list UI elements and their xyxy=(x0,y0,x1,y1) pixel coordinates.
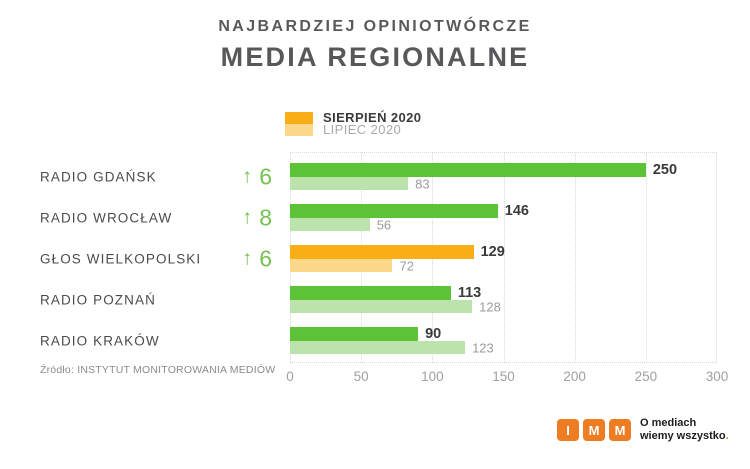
bar-value-august: 146 xyxy=(504,203,529,219)
x-tick-label: 200 xyxy=(563,369,586,384)
chart-row: RADIO GDAŃSK ↑ 6 250 83 xyxy=(0,162,750,191)
legend-swatch-july xyxy=(285,124,313,136)
bar-july: 123 xyxy=(290,340,494,355)
bar-value-august: 250 xyxy=(652,162,678,178)
up-arrow-icon: ↑ xyxy=(242,206,253,229)
bar-august: 146 xyxy=(290,203,529,219)
page-title: MEDIA REGIONALNE xyxy=(220,42,530,72)
imm-logo-squares: I M M xyxy=(557,419,631,441)
chart-row: RADIO KRAKÓW ↑ 90 123 xyxy=(0,326,750,355)
gridline-150 xyxy=(503,153,505,362)
category-label: RADIO POZNAŃ xyxy=(40,292,156,307)
imm-tagline-period: . xyxy=(725,430,729,442)
chart-row: GŁOS WIELKOPOLSKI ↑ 6 129 72 xyxy=(0,244,750,273)
bar-pair: 250 83 xyxy=(290,162,717,191)
imm-tagline-line2-text: wiemy wszystko xyxy=(640,430,726,442)
bar-value-august: 90 xyxy=(425,326,442,342)
imm-tagline-line2: wiemy wszystko. xyxy=(640,430,729,443)
rank-change-indicator: ↑ 8 xyxy=(200,204,272,231)
bar-value-july: 72 xyxy=(399,258,414,273)
page-subtitle: NAJBARDZIEJ OPINIOTWÓRCZE xyxy=(218,18,532,35)
rank-change-indicator: ↑ 6 xyxy=(200,245,272,272)
x-tick-label: 50 xyxy=(353,369,369,384)
rank-change-indicator: ↑ 6 xyxy=(200,163,272,190)
legend-label-july: LIPIEC 2020 xyxy=(323,122,402,137)
bar-august: 129 xyxy=(290,244,505,260)
category-label: GŁOS WIELKOPOLSKI xyxy=(40,251,202,266)
bar-august: 90 xyxy=(290,326,441,342)
imm-logo-letter-icon: M xyxy=(609,419,631,441)
rank-change-value: 8 xyxy=(259,204,272,230)
imm-tagline: O mediach wiemy wszystko. xyxy=(640,417,729,443)
bar-pair: 129 72 xyxy=(290,244,717,273)
bar-pair: 90 123 xyxy=(290,326,717,355)
category-label: RADIO WROCŁAW xyxy=(40,210,173,225)
x-tick-label: 250 xyxy=(634,369,658,384)
bar-august: 113 xyxy=(290,285,481,301)
x-tick-label: 150 xyxy=(492,369,515,384)
bar-july: 72 xyxy=(290,258,414,273)
rank-change-value: 6 xyxy=(259,245,272,271)
legend-label-august: SIERPIEŃ 2020 xyxy=(323,110,422,125)
x-axis: 0 50 100 150 200 250 300 xyxy=(286,369,728,385)
legend-row-july: LIPIEC 2020 xyxy=(285,122,421,137)
bar-pair: 146 56 xyxy=(290,203,717,232)
x-tick-label: 300 xyxy=(705,369,729,384)
gridline-250 xyxy=(645,153,647,362)
category-label: RADIO KRAKÓW xyxy=(40,333,160,348)
bar-value-july: 123 xyxy=(472,340,494,355)
legend-swatch-august xyxy=(285,112,313,124)
gridline-300 xyxy=(716,153,717,362)
imm-logo-letter-icon: M xyxy=(583,419,605,441)
gridline-200 xyxy=(574,153,576,362)
bar-july: 128 xyxy=(290,299,501,314)
bar-value-july: 56 xyxy=(376,217,392,232)
x-tick-label: 100 xyxy=(421,369,444,384)
rank-change-value: 6 xyxy=(259,163,272,189)
bar-pair: 113 128 xyxy=(290,285,717,314)
bar-july: 56 xyxy=(290,217,391,232)
chart-row: RADIO POZNAŃ ↑ 113 128 xyxy=(0,285,750,314)
chart-row: RADIO WROCŁAW ↑ 8 146 56 xyxy=(0,203,750,232)
chart-legend: SIERPIEŃ 2020 LIPIEC 2020 xyxy=(285,110,422,137)
imm-tagline-line1: O mediach xyxy=(640,417,697,429)
bar-august: 250 xyxy=(290,162,677,178)
source-note: Źródło: INSTYTUT MONITOROWANIA MEDIÓW xyxy=(40,364,276,376)
category-label: RADIO GDAŃSK xyxy=(40,169,157,184)
bar-value-july: 83 xyxy=(415,176,430,191)
bar-value-july: 128 xyxy=(479,299,501,314)
bar-value-august: 129 xyxy=(480,244,505,260)
bar-july: 83 xyxy=(290,176,430,191)
bar-value-august: 113 xyxy=(457,285,482,301)
up-arrow-icon: ↑ xyxy=(242,247,253,270)
x-tick-label: 0 xyxy=(286,369,294,384)
up-arrow-icon: ↑ xyxy=(242,165,253,188)
legend-row-august: SIERPIEŃ 2020 xyxy=(285,110,422,125)
imm-logo: I M M O mediach wiemy wszystko. xyxy=(557,417,729,443)
imm-logo-letter-icon: I xyxy=(557,419,579,441)
